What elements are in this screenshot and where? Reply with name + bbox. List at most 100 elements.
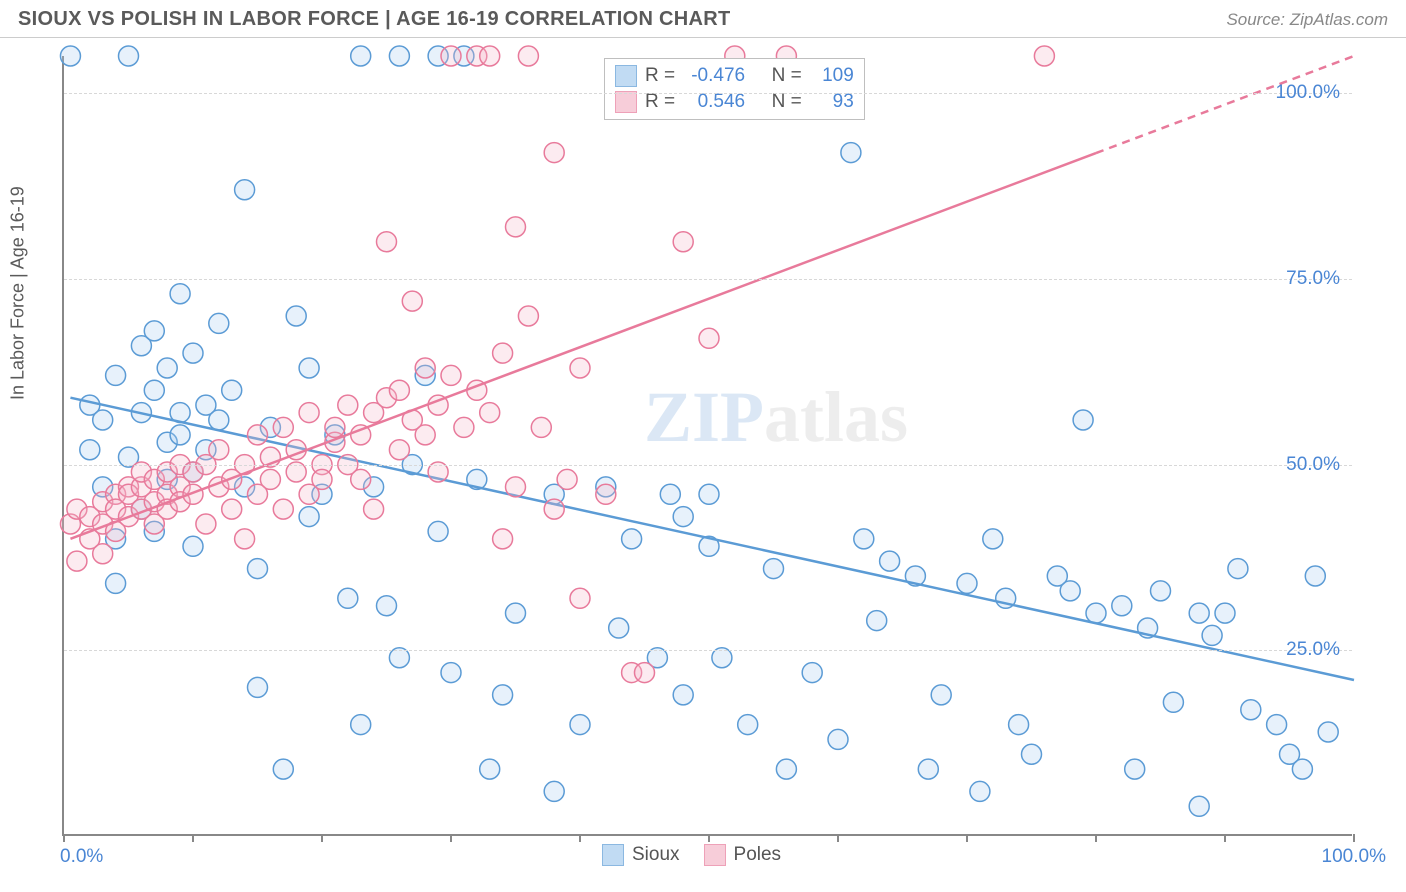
source-name: ZipAtlas.com <box>1290 10 1388 29</box>
data-point <box>183 343 203 363</box>
data-point <box>673 685 693 705</box>
legend-r-label: R = <box>645 63 675 89</box>
data-point <box>67 551 87 571</box>
data-point <box>338 395 358 415</box>
data-point <box>518 46 538 66</box>
data-point <box>1086 603 1106 623</box>
data-point <box>209 440 229 460</box>
series-legend-item: Sioux <box>602 844 680 866</box>
data-point <box>506 477 526 497</box>
legend-r-value: -0.476 <box>683 63 745 89</box>
data-point <box>299 358 319 378</box>
data-point <box>157 358 177 378</box>
legend-swatch <box>615 65 637 87</box>
data-point <box>918 759 938 779</box>
data-point <box>273 759 293 779</box>
data-point <box>854 529 874 549</box>
data-point <box>351 715 371 735</box>
series-legend-item: Poles <box>704 844 782 866</box>
chart-title: SIOUX VS POLISH IN LABOR FORCE | AGE 16-… <box>18 8 731 31</box>
data-point <box>841 143 861 163</box>
y-tick-label: 50.0% <box>1286 454 1340 476</box>
data-point <box>235 529 255 549</box>
x-tick <box>708 834 710 842</box>
data-point <box>377 596 397 616</box>
scatter-svg <box>64 56 1352 834</box>
legend-swatch <box>602 844 624 866</box>
data-point <box>1163 692 1183 712</box>
data-point <box>635 663 655 683</box>
data-point <box>93 410 113 430</box>
data-point <box>454 417 474 437</box>
gridline-h <box>64 279 1352 280</box>
data-point <box>776 759 796 779</box>
gridline-h <box>64 465 1352 466</box>
legend-row: R = -0.476 N = 109 <box>615 63 854 89</box>
data-point <box>480 403 500 423</box>
data-point <box>299 507 319 527</box>
x-tick <box>1224 834 1226 842</box>
data-point <box>506 217 526 237</box>
data-point <box>351 469 371 489</box>
data-point <box>544 781 564 801</box>
data-point <box>364 499 384 519</box>
y-tick-label: 25.0% <box>1286 639 1340 661</box>
x-tick <box>966 834 968 842</box>
data-point <box>880 551 900 571</box>
data-point <box>1009 715 1029 735</box>
data-point <box>544 499 564 519</box>
data-point <box>1267 715 1287 735</box>
x-tick <box>1095 834 1097 842</box>
x-tick <box>321 834 323 842</box>
data-point <box>248 559 268 579</box>
data-point <box>351 46 371 66</box>
series-name: Poles <box>734 844 782 866</box>
gridline-h <box>64 650 1352 651</box>
data-point <box>493 343 513 363</box>
y-tick-label: 100.0% <box>1276 82 1340 104</box>
chart-header: SIOUX VS POLISH IN LABOR FORCE | AGE 16-… <box>0 0 1406 38</box>
data-point <box>699 484 719 504</box>
data-point <box>738 715 758 735</box>
data-point <box>80 440 100 460</box>
legend-n-value: 109 <box>810 63 854 89</box>
data-point <box>1022 744 1042 764</box>
data-point <box>144 380 164 400</box>
data-point <box>1073 410 1093 430</box>
data-point <box>828 729 848 749</box>
data-point <box>1034 46 1054 66</box>
data-point <box>764 559 784 579</box>
series-name: Sioux <box>632 844 680 866</box>
data-point <box>60 46 80 66</box>
data-point <box>931 685 951 705</box>
data-point <box>119 46 139 66</box>
data-point <box>544 143 564 163</box>
data-point <box>299 403 319 423</box>
x-tick <box>450 834 452 842</box>
data-point <box>570 715 590 735</box>
data-point <box>415 358 435 378</box>
data-point <box>389 46 409 66</box>
data-point <box>570 358 590 378</box>
data-point <box>493 685 513 705</box>
data-point <box>325 417 345 437</box>
data-point <box>415 425 435 445</box>
data-point <box>144 321 164 341</box>
data-point <box>1305 566 1325 586</box>
data-point <box>1292 759 1312 779</box>
source-attribution: Source: ZipAtlas.com <box>1226 10 1388 30</box>
data-point <box>170 284 190 304</box>
legend-n-label: N = <box>772 63 802 89</box>
data-point <box>183 536 203 556</box>
trend-line <box>1096 56 1354 153</box>
data-point <box>273 499 293 519</box>
data-point <box>1060 581 1080 601</box>
y-axis-label: In Labor Force | Age 16-19 <box>8 186 29 400</box>
correlation-legend: R =-0.476 N =109R =0.546 N =93 <box>604 58 865 120</box>
plot-area: ZIPatlas R =-0.476 N =109R =0.546 N =93 … <box>62 56 1352 836</box>
x-tick <box>837 834 839 842</box>
data-point <box>970 781 990 801</box>
data-point <box>957 573 977 593</box>
data-point <box>222 499 242 519</box>
data-point <box>441 663 461 683</box>
